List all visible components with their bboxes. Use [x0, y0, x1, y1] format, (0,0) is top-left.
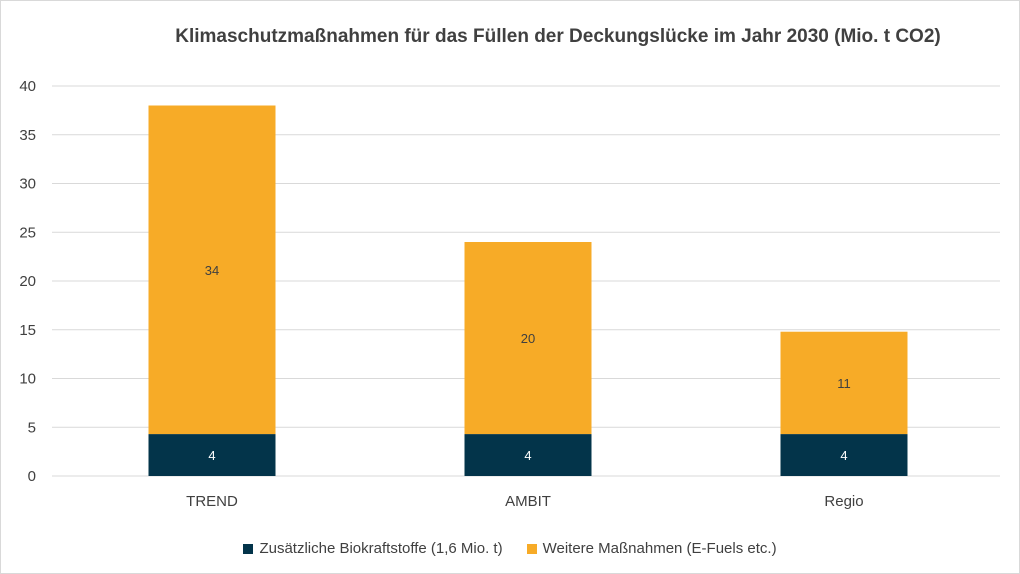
- chart-title: Klimaschutzmaßnahmen für das Füllen der …: [175, 26, 941, 47]
- bar-trend-series-1: [148, 105, 276, 435]
- legend-item-weitere-massnahmen: Weitere Maßnahmen (E-Fuels etc.): [526, 540, 777, 557]
- data-label-trend-series-0: 4: [208, 448, 215, 463]
- legend-label-weitere-massnahmen: Weitere Maßnahmen (E-Fuels etc.): [542, 540, 777, 557]
- bar-regio-series-1: [780, 331, 908, 435]
- y-tick-label-25: 25: [19, 224, 36, 241]
- legend-label-biokraftstoffe: Zusätzliche Biokraftstoffe (1,6 Mio. t): [259, 540, 503, 557]
- bar-chart: 0 5 10 15 20 25 30 35 40 4 34 TREND 4 20 AMBIT 4 11 Regio: [19, 78, 1000, 510]
- x-category-label-trend: TREND: [186, 493, 238, 510]
- x-category-label-ambit: AMBIT: [505, 493, 551, 510]
- legend-swatch-biokraftstoffe: [243, 543, 254, 554]
- y-tick-label-10: 10: [19, 371, 36, 388]
- bar-trend-series-0: [148, 434, 276, 476]
- data-label-ambit-series-1: 20: [521, 331, 535, 346]
- bar-regio-series-0: [780, 434, 908, 476]
- data-label-regio-series-1: 11: [837, 376, 851, 391]
- y-tick-label-30: 30: [19, 176, 36, 193]
- y-tick-label-0: 0: [28, 468, 36, 485]
- legend-item-biokraftstoffe: Zusätzliche Biokraftstoffe (1,6 Mio. t): [243, 540, 503, 557]
- data-label-trend-series-1: 34: [205, 263, 219, 278]
- data-label-regio-series-0: 4: [840, 448, 847, 463]
- y-tick-label-20: 20: [19, 273, 36, 290]
- data-label-ambit-series-0: 4: [524, 448, 531, 463]
- bar-ambit-series-0: [464, 434, 592, 476]
- chart-legend: Zusätzliche Biokraftstoffe (1,6 Mio. t) …: [0, 540, 1020, 557]
- legend-swatch-weitere-massnahmen: [526, 543, 537, 554]
- x-category-label-regio: Regio: [824, 493, 863, 510]
- bar-ambit-series-1: [464, 242, 592, 435]
- y-tick-label-15: 15: [19, 322, 36, 339]
- y-tick-label-35: 35: [19, 127, 36, 144]
- y-tick-label-5: 5: [28, 419, 36, 436]
- y-tick-label-40: 40: [19, 78, 36, 95]
